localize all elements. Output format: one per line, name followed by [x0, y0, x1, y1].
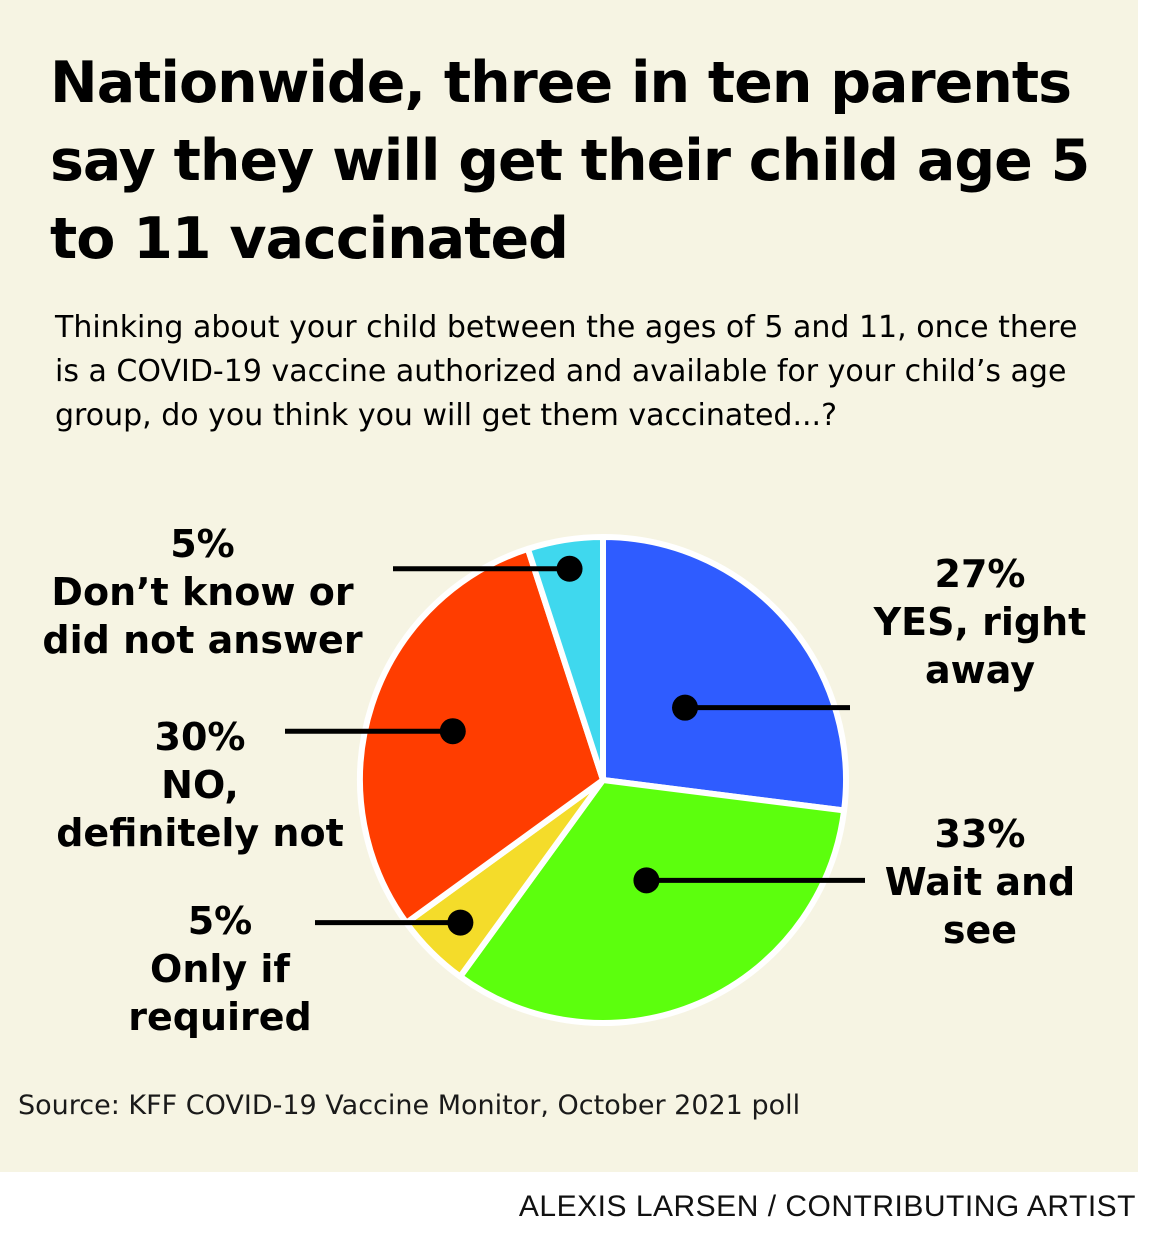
label-no: 30% NO, definitely not: [40, 713, 360, 857]
label-wait-line1: Wait and: [884, 860, 1076, 904]
label-only-pct: 5%: [187, 899, 253, 943]
label-wait: 33% Wait and see: [860, 810, 1100, 954]
leader-dot-dk: [556, 555, 583, 582]
pie-slice-dk: [524, 534, 606, 783]
label-wait-line2: see: [942, 908, 1018, 952]
label-dk-pct: 5%: [170, 522, 235, 566]
leader-dot-wait: [633, 867, 660, 894]
label-no-line2: definitely not: [56, 811, 344, 855]
label-yes-pct: 27%: [934, 552, 1026, 596]
label-wait-pct: 33%: [934, 812, 1026, 856]
pie-slice-yes: [600, 534, 849, 814]
leader-dot-only: [447, 909, 474, 936]
chart-title: Nationwide, three in ten parents say the…: [50, 50, 1090, 272]
pie-slice-no: [357, 545, 606, 926]
label-yes-line2: away: [925, 648, 1035, 692]
label-dk-line1: Don’t know or: [51, 570, 354, 614]
pie-slice-wait: [457, 777, 848, 1026]
label-dk-line2: did not answer: [42, 618, 363, 662]
leader-dot-no: [439, 718, 466, 745]
label-only-line2: required: [128, 995, 312, 1039]
label-dk: 5% Don’t know or did not answer: [30, 520, 375, 664]
artist-credit: ALEXIS LARSEN / CONTRIBUTING ARTIST: [518, 1190, 1136, 1223]
chart-subtitle: Thinking about your child between the ag…: [55, 310, 1078, 433]
label-yes-line1: YES, right: [873, 600, 1087, 644]
label-no-line1: NO,: [161, 763, 239, 807]
label-no-pct: 30%: [154, 715, 246, 759]
leader-dot-yes: [672, 694, 699, 721]
label-only-line1: Only if: [150, 947, 290, 991]
label-only: 5% Only if required: [100, 897, 340, 1041]
label-yes: 27% YES, right away: [860, 550, 1100, 694]
source-note: Source: KFF COVID-19 Vaccine Monitor, Oc…: [18, 1090, 801, 1121]
